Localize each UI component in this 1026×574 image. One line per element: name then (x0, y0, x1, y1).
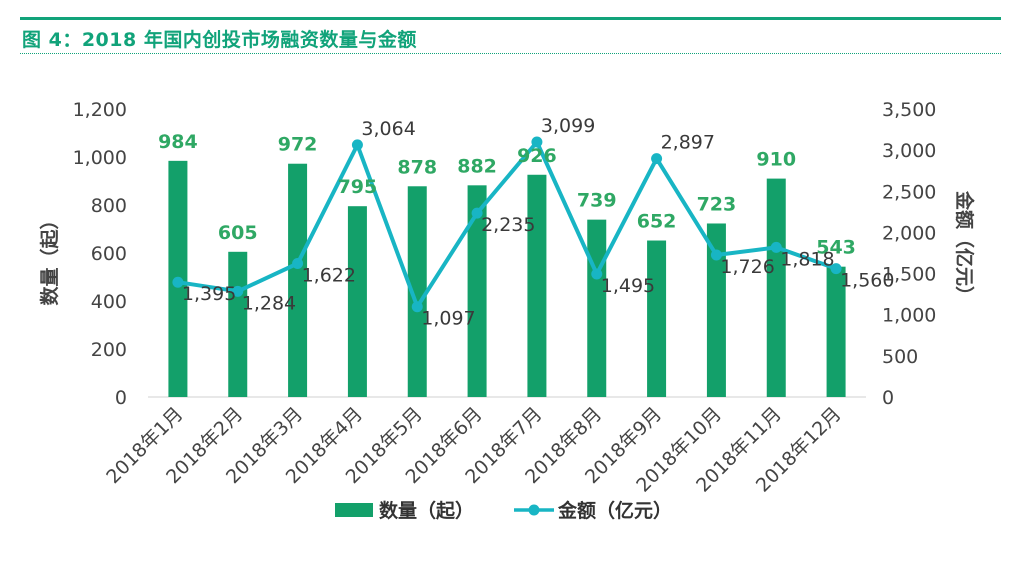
bar-value-label: 739 (577, 190, 617, 212)
line-point (411, 301, 423, 313)
line-point (591, 268, 603, 280)
y-left-tick-label: 1,000 (73, 147, 127, 169)
bar (826, 266, 846, 397)
y-left-tick-label: 200 (91, 339, 127, 361)
line-point (710, 249, 722, 261)
bar (347, 206, 367, 397)
line-value-label: 1,622 (302, 265, 356, 287)
bar-value-label: 984 (158, 131, 198, 153)
line-value-label: 2,235 (481, 214, 535, 236)
y-right-tick-label: 500 (882, 346, 918, 368)
bar-value-label: 910 (756, 149, 796, 171)
line-point (531, 136, 543, 148)
line-value-label: 1,560 (840, 270, 894, 292)
top-rule (20, 17, 1001, 20)
bar-value-label: 543 (816, 237, 856, 259)
bar-value-label: 882 (457, 155, 497, 177)
line-value-label: 1,726 (720, 256, 774, 278)
line-value-label: 2,897 (661, 132, 715, 154)
y-right-tick-label: 1,000 (882, 305, 936, 327)
bar (228, 251, 248, 397)
line-point (232, 285, 244, 297)
y-left-tick-label: 1,200 (73, 99, 127, 121)
line-value-label: 3,064 (361, 118, 415, 140)
line-point (651, 153, 663, 165)
bar (587, 219, 607, 397)
bar-labels: 984 605 972 795 878 882 926 739 652 723 910 543 (158, 131, 856, 259)
y-left-tick-label: 800 (91, 195, 127, 217)
line-value-label: 1,097 (421, 308, 475, 330)
y-left-tick-label: 600 (91, 243, 127, 265)
bar-value-label: 795 (338, 176, 378, 198)
bar-value-label: 972 (278, 134, 318, 156)
line-labels: 1,395 1,284 1,622 3,064 1,097 2,235 3,099 1,495… (182, 115, 895, 330)
bar (766, 178, 786, 397)
bar-value-label: 878 (397, 156, 437, 178)
bar (647, 240, 667, 397)
y-right-tick-label: 3,000 (882, 140, 936, 162)
series-line (177, 140, 837, 309)
line-point (770, 241, 782, 253)
line-point (471, 207, 483, 219)
bar-value-label: 605 (218, 222, 258, 244)
bar (467, 185, 487, 397)
line-series (172, 136, 842, 313)
line-value-label: 3,099 (541, 115, 595, 137)
bar (407, 186, 427, 397)
y-right-tick-label: 1,500 (882, 264, 936, 286)
line-point (172, 276, 184, 288)
y-right-tick-label: 3,500 (882, 99, 936, 121)
y-right-tick-label: 2,000 (882, 222, 936, 244)
legend-bar-swatch (335, 503, 373, 517)
y-axis-right-title: 金额（亿元） (953, 190, 976, 305)
line-point (292, 258, 304, 270)
bar-series (168, 160, 846, 397)
legend-bar-label: 数量（起） (379, 499, 474, 522)
y-left-tick-label: 400 (91, 291, 127, 313)
bar (288, 163, 308, 397)
y-left-tick-label: 0 (115, 387, 127, 409)
bar (527, 174, 547, 397)
legend: 数量（起） 金额（亿元） (335, 499, 672, 522)
legend-line-marker (528, 504, 540, 516)
title-rule (20, 53, 1001, 54)
bar-value-label: 723 (697, 193, 737, 215)
line-value-label: 1,495 (601, 275, 655, 297)
bar-value-label: 652 (637, 211, 677, 233)
x-axis: 2018年1月2018年2月2018年3月2018年4月2018年5月2018年… (102, 403, 845, 497)
line-value-label: 1,818 (780, 248, 834, 270)
legend-line-label: 金额（亿元） (557, 499, 672, 522)
y-axis-left: 0 200 400 600 800 1,000 1,200 (73, 99, 127, 409)
bar-value-label: 926 (517, 145, 557, 167)
figure-title: 图 4：2018 年国内创投市场融资数量与金额 (22, 29, 417, 51)
line-point (351, 139, 363, 151)
y-axis-left-title: 数量（起） (38, 210, 61, 305)
line-value-label: 1,284 (242, 292, 296, 314)
y-right-tick-label: 0 (882, 387, 894, 409)
bar (706, 223, 726, 397)
y-axis-right: 0 500 1,000 1,500 2,000 2,500 3,000 3,500 (882, 99, 936, 409)
line-value-label: 1,395 (182, 283, 236, 305)
y-right-tick-label: 2,500 (882, 181, 936, 203)
line-point (830, 263, 842, 275)
